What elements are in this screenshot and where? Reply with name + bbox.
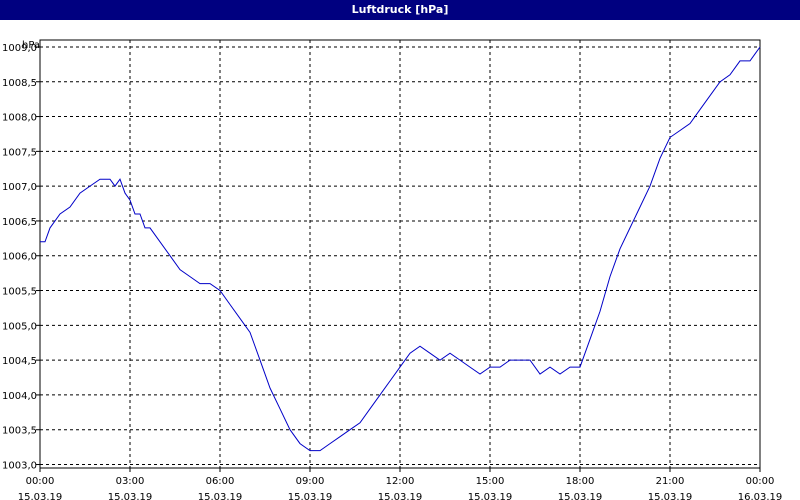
x-tick-time: 03:00 <box>116 476 145 487</box>
x-tick-date: 15.03.19 <box>648 492 693 500</box>
x-tick-date: 15.03.19 <box>18 492 63 500</box>
y-tick-label: 1006,5 <box>2 217 37 228</box>
axes <box>36 39 761 472</box>
grid <box>40 40 760 468</box>
x-tick-time: 15:00 <box>476 476 505 487</box>
x-tick-time: 00:00 <box>746 476 775 487</box>
y-tick-label: 1007,0 <box>2 182 37 193</box>
y-tick-label: 1009,0 <box>2 43 37 54</box>
x-tick-date: 15.03.19 <box>468 492 513 500</box>
y-tick-label: 1004,5 <box>2 356 37 367</box>
y-axis-label: hPa <box>22 40 40 51</box>
x-tick-date: 15.03.19 <box>108 492 153 500</box>
y-tick-label: 1003,0 <box>2 461 37 472</box>
y-tick-label: 1005,0 <box>2 321 37 332</box>
x-tick-date: 15.03.19 <box>288 492 333 500</box>
y-tick-label: 1008,0 <box>2 113 37 124</box>
y-tick-label: 1004,0 <box>2 391 37 402</box>
series-line <box>40 46 761 452</box>
x-tick-time: 09:00 <box>296 476 325 487</box>
x-tick-date: 15.03.19 <box>558 492 603 500</box>
y-tick-label: 1008,5 <box>2 78 37 89</box>
y-tick-label: 1006,0 <box>2 252 37 263</box>
plot-frame <box>39 39 761 469</box>
x-tick-time: 06:00 <box>206 476 235 487</box>
chart-title-bar: Luftdruck [hPa] <box>0 0 800 20</box>
x-tick-date: 16.03.19 <box>738 492 783 500</box>
x-tick-time: 00:00 <box>26 476 55 487</box>
tick-labels: 1003,0 1003,5 1004,0 1004,5 1005,0 1005,5 1006… <box>2 43 782 500</box>
x-tick-date: 15.03.19 <box>378 492 423 500</box>
y-tick-label: 1005,5 <box>2 287 37 298</box>
line-chart: 1003,0 1003,5 1004,0 1004,5 1005,0 1005,5 1006… <box>2 39 782 500</box>
y-tick-label: 1003,5 <box>2 426 37 437</box>
y-tick-label: 1007,5 <box>2 147 37 158</box>
chart-title: Luftdruck [hPa] <box>351 3 449 16</box>
x-tick-date: 15.03.19 <box>198 492 243 500</box>
x-tick-time: 21:00 <box>656 476 685 487</box>
x-tick-time: 12:00 <box>386 476 415 487</box>
x-tick-time: 18:00 <box>566 476 595 487</box>
